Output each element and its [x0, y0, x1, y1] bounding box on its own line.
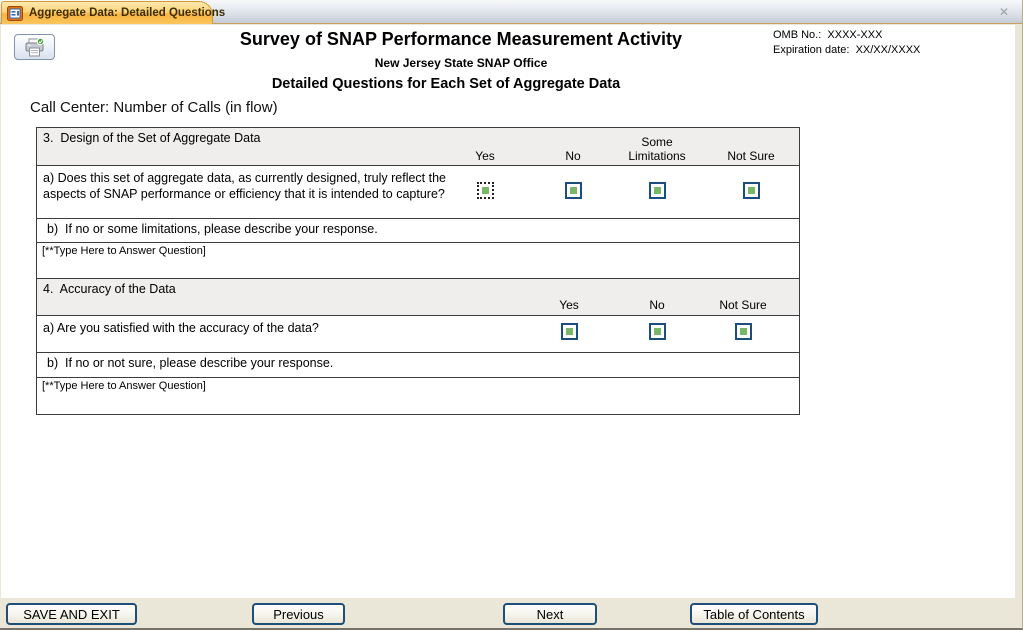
checkbox-3a-no[interactable]: [565, 182, 582, 199]
checkbox-fill: [748, 187, 755, 194]
checkbox-4a-not-sure[interactable]: [735, 323, 752, 340]
section-4-header-row: 4. Accuracy of the Data Yes No Not Sure: [37, 279, 799, 316]
col-header-yes: Yes: [559, 298, 579, 312]
document-tab-strip: Aggregate Data: Detailed Questions ✕: [0, 0, 1022, 24]
col-header-no: No: [565, 149, 581, 163]
col-header-not-sure: Not Sure: [727, 149, 775, 163]
table-of-contents-button[interactable]: Table of Contents: [690, 603, 818, 625]
print-button[interactable]: [14, 34, 55, 60]
section-4-title: 4. Accuracy of the Data: [43, 282, 176, 296]
checkbox-fill: [570, 187, 577, 194]
expiration-date-label: Expiration date:: [773, 44, 850, 56]
checkbox-fill: [654, 328, 661, 335]
checkbox-fill: [740, 328, 747, 335]
omb-block: OMB No.: XXXX-XXX Expiration date: XX/XX…: [773, 28, 920, 58]
col-header-no: No: [649, 298, 665, 312]
checkbox-4a-no[interactable]: [649, 323, 666, 340]
question-4b-row: b) If no or not sure, please describe yo…: [37, 353, 799, 378]
question-4a-row: a) Are you satisfied with the accuracy o…: [37, 316, 799, 353]
section-3-header-row: 3. Design of the Set of Aggregate Data Y…: [37, 128, 799, 166]
checkbox-3a-some-limitations[interactable]: [649, 182, 666, 199]
checkbox-fill: [566, 328, 573, 335]
omb-number-label: OMB No.:: [773, 29, 822, 41]
col-header-not-sure: Not Sure: [719, 298, 767, 312]
page-title: Survey of SNAP Performance Measurement A…: [239, 29, 683, 49]
question-table: 3. Design of the Set of Aggregate Data Y…: [36, 127, 800, 415]
answer-4-row: [**Type Here to Answer Question]: [37, 378, 799, 414]
checkbox-3a-not-sure[interactable]: [743, 182, 760, 199]
checkbox-fill: [654, 187, 661, 194]
checkbox-3a-yes[interactable]: [477, 182, 494, 199]
question-4b-text: b) If no or not sure, please describe yo…: [47, 356, 334, 370]
col-header-yes: Yes: [475, 149, 495, 163]
omb-number-value: XXXX-XXX: [827, 29, 883, 41]
close-icon[interactable]: ✕: [998, 5, 1010, 19]
question-3b-row: b) If no or some limitations, please des…: [37, 219, 799, 243]
question-3a-row: a) Does this set of aggregate data, as c…: [37, 166, 799, 219]
question-4a-text: a) Are you satisfied with the accuracy o…: [43, 321, 319, 335]
save-and-exit-button[interactable]: SAVE AND EXIT: [6, 603, 137, 625]
footer-bar: SAVE AND EXIT Previous Next Table of Con…: [0, 598, 1022, 628]
form-icon: [7, 5, 23, 21]
tab-aggregate-data-detailed-questions[interactable]: Aggregate Data: Detailed Questions: [1, 1, 225, 24]
previous-button[interactable]: Previous: [252, 603, 345, 625]
office-subtitle: New Jersey State SNAP Office: [374, 56, 548, 70]
form-subtitle: Detailed Questions for Each Set of Aggre…: [271, 76, 621, 92]
question-3b-text: b) If no or some limitations, please des…: [47, 222, 378, 236]
tab-title: Aggregate Data: Detailed Questions: [29, 7, 226, 19]
answer-3-row: [**Type Here to Answer Question]: [37, 243, 799, 279]
col-header-some-limitations: Some Limitations: [628, 135, 686, 163]
next-button[interactable]: Next: [503, 603, 597, 625]
question-3a-text: a) Does this set of aggregate data, as c…: [43, 171, 446, 201]
printer-icon: [24, 37, 46, 57]
expiration-date-value: XX/XX/XXXX: [855, 44, 921, 56]
checkbox-fill: [482, 187, 489, 194]
section-3-title: 3. Design of the Set of Aggregate Data: [43, 131, 261, 145]
record-context-label: Call Center: Number of Calls (in flow): [30, 99, 278, 116]
form-body: Survey of SNAP Performance Measurement A…: [1, 25, 1015, 598]
answer-4-input[interactable]: [**Type Here to Answer Question]: [42, 380, 206, 392]
checkbox-4a-yes[interactable]: [561, 323, 578, 340]
answer-3-input[interactable]: [**Type Here to Answer Question]: [42, 245, 206, 257]
